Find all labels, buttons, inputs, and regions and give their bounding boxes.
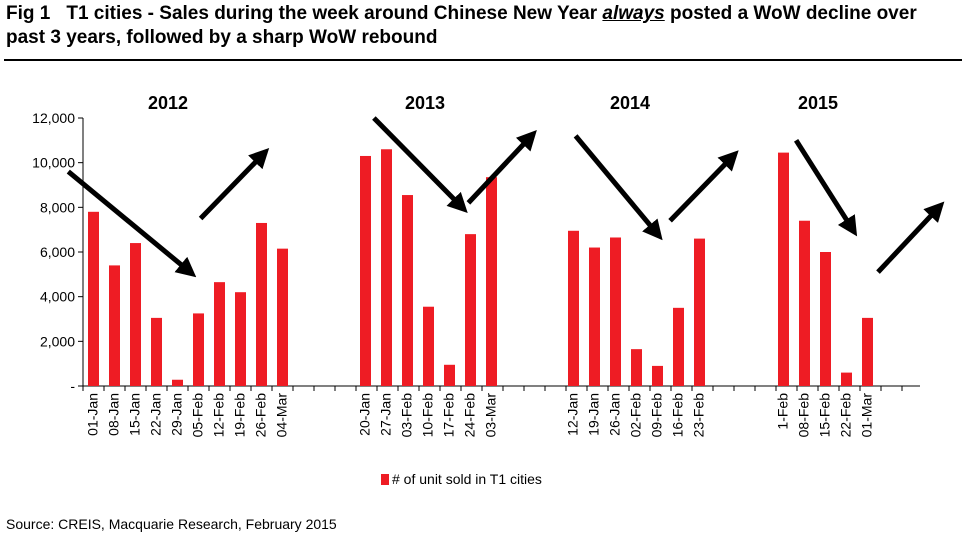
bar [673,307,684,386]
trend-arrow-up-right [198,147,270,221]
x-tick-label: 22-Jan [148,393,164,436]
bar [360,155,371,386]
bar [652,365,663,386]
x-tick-label: 27-Jan [378,393,394,436]
bar [568,230,579,386]
x-tick-label: 09-Feb [649,393,665,438]
source-note: Source: CREIS, Macquarie Research, Febru… [6,516,337,532]
x-tick-label: 29-Jan [169,393,185,436]
x-tick-label: 05-Feb [190,393,206,438]
trend-arrow-down-right [793,138,858,237]
trend-arrow-down-right [372,116,468,214]
bar [610,237,621,386]
bar [862,317,873,386]
x-tick-label: 02-Feb [628,393,644,438]
group-year-label: 2014 [610,93,650,113]
bar [214,282,225,386]
legend-swatch [381,474,389,485]
x-tick-label: 10-Feb [420,393,436,438]
y-tick-label: 10,000 [32,155,75,171]
figure-title-emphasis: always [602,3,665,24]
y-tick-label: 6,000 [40,244,75,260]
bar [799,220,810,386]
bar [109,265,120,386]
bar [444,364,455,386]
x-tick-label: 19-Feb [232,393,248,438]
figure-title-part2: posted a WoW decline over past 3 years, … [6,3,917,48]
x-tick-label: 15-Jan [127,393,143,436]
x-tick-label: 17-Feb [441,393,457,438]
x-tick-label: 22-Feb [838,393,854,438]
y-tick-label: 8,000 [40,199,75,215]
trend-arrow-up-right [876,201,945,274]
trend-arrow-down-right [573,134,663,241]
x-tick-label: 23-Feb [691,393,707,438]
bar [130,243,141,386]
legend-label: # of unit sold in T1 cities [392,471,542,487]
y-tick-label: 4,000 [40,289,75,305]
x-tick-label: 01-Jan [85,393,101,436]
x-tick-label: 08-Feb [796,393,812,438]
x-tick-label: 24-Feb [462,393,478,438]
trend-arrow-down-right [66,169,197,278]
x-tick-label: 15-Feb [817,393,833,438]
bar [88,211,99,386]
x-tick-label: 26-Jan [607,393,623,436]
x-tick-label: 19-Jan [586,393,602,436]
bar [778,152,789,386]
bar [277,248,288,386]
trend-arrow-up-right [668,150,739,223]
bar [820,252,831,386]
bar [381,149,392,386]
figure-number: Fig 1 [6,3,51,24]
y-tick-label: 2,000 [40,333,75,349]
bar [465,234,476,386]
bar [172,379,183,386]
title-divider [4,59,962,61]
x-tick-label: 03-Mar [483,393,499,438]
bar [631,349,642,386]
x-tick-label: 1-Feb [775,393,791,430]
x-tick-label: 12-Jan [565,393,581,436]
bar [694,238,705,386]
x-tick-label: 16-Feb [670,393,686,438]
y-tick-label: 12,000 [32,110,75,126]
group-year-label: 2012 [148,93,188,113]
x-tick-label: 04-Mar [274,393,290,438]
figure-title: Fig 1 T1 cities - Sales during the week a… [6,2,956,50]
bar [841,372,852,386]
bar [256,222,267,386]
group-year-label: 2013 [405,93,445,113]
sales-bar-chart: - 2,000 4,000 6,000 8,000 10,000 12,000 01-Jan 0… [32,93,945,487]
bar [423,306,434,386]
x-tick-label: 20-Jan [357,393,373,436]
x-tick-label: 26-Feb [253,393,269,438]
x-tick-label: 12-Feb [211,393,227,438]
x-tick-label: 03-Feb [399,393,415,438]
bar [402,195,413,386]
bar [151,317,162,386]
group-year-label: 2015 [798,93,838,113]
x-tick-label: 01-Mar [859,393,875,438]
x-tick-label: 08-Jan [106,393,122,436]
bar [193,313,204,386]
bar [486,177,497,386]
bar [589,247,600,386]
y-tick-label: - [70,378,75,394]
figure-title-part1: T1 cities - Sales during the week around… [66,3,603,24]
trend-arrow-up-right [466,130,537,205]
bar [235,292,246,386]
